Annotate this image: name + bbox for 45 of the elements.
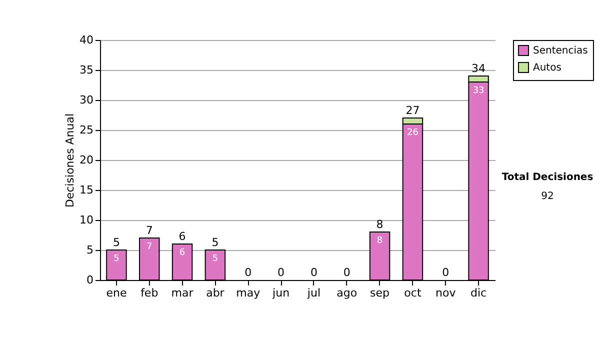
text: Total Decisiones [500, 172, 594, 183]
total-label: 8 [376, 218, 384, 231]
x-tick-label: oct [404, 286, 422, 300]
data-label: 8 [376, 236, 383, 246]
x-tick-label: abr [206, 286, 225, 300]
x-tick-label: ago [336, 286, 358, 300]
total-label: 6 [178, 230, 186, 243]
y-tick-label: 25 [80, 124, 94, 136]
total-label: 5 [212, 236, 219, 249]
total-label: 5 [112, 236, 120, 249]
y-tick-label: 10 [80, 214, 94, 226]
total-label: 27 [406, 104, 420, 117]
total-label: 0 [310, 266, 318, 279]
x-tick-label: mar [171, 286, 194, 300]
y-axis-title: Decisiones Anual [64, 113, 77, 208]
y-tick-label: 30 [80, 94, 94, 106]
legend-label: Sentencias [533, 46, 588, 56]
data-label: 7 [146, 242, 152, 252]
data-label: 6 [179, 248, 186, 258]
total-label: 0 [244, 266, 252, 279]
data-label: 5 [114, 254, 120, 264]
x-tick-label: ene [106, 286, 127, 300]
y-tick-label: 40 [80, 34, 94, 46]
y-tick-label: 0 [86, 274, 94, 286]
y-tick-label: 35 [80, 64, 94, 76]
data-label: 26 [406, 128, 419, 138]
total-label: 0 [442, 266, 450, 279]
x-tick-label: may [236, 286, 261, 300]
x-tick-label: sep [370, 286, 390, 300]
y-tick-label: 20 [80, 154, 94, 166]
total-label: 7 [146, 224, 153, 237]
x-tick-label: dic [470, 286, 487, 300]
text: 92 [540, 191, 555, 202]
y-tick-label: 15 [80, 184, 94, 196]
legend-label: Autos [533, 62, 562, 74]
x-tick-label: jun [272, 286, 290, 300]
x-tick-label: jul [306, 286, 321, 300]
total-label: 0 [278, 266, 285, 279]
x-tick-label: feb [140, 286, 158, 300]
x-tick-label: nov [436, 286, 456, 300]
y-tick-label: 5 [86, 244, 94, 256]
data-label: 33 [472, 86, 484, 96]
total-label: 0 [343, 266, 350, 279]
data-label: 5 [212, 254, 218, 264]
total-label: 34 [472, 62, 486, 75]
